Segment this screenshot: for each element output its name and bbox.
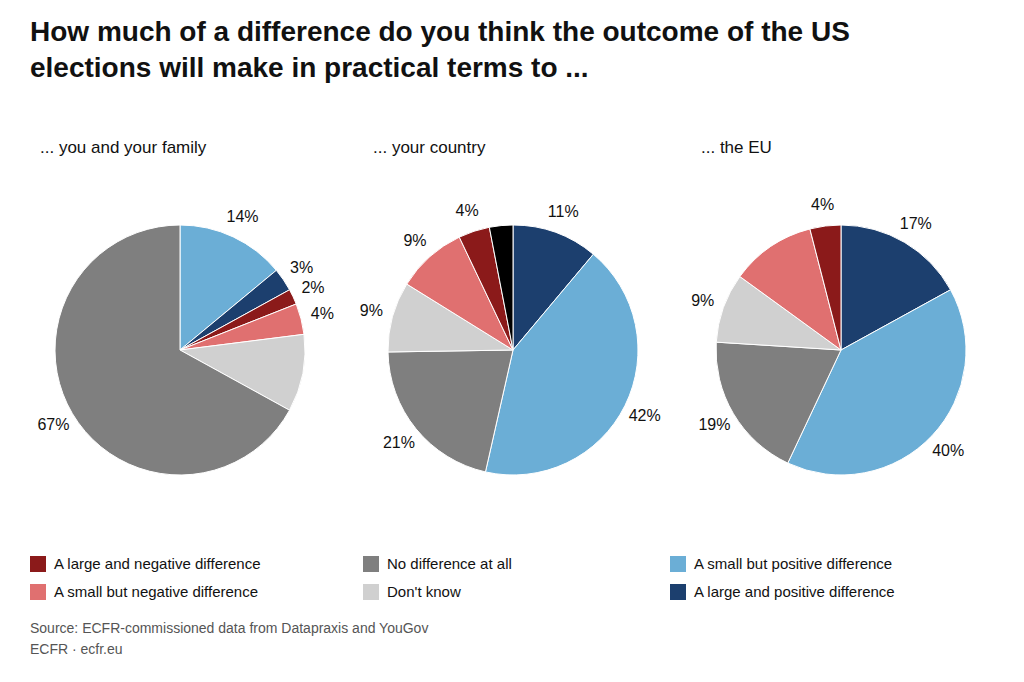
html-text:... you and your family: ... you and your family xyxy=(40,138,207,157)
svg-text:11%: 11% xyxy=(548,203,579,220)
html-text:... your country: ... your country xyxy=(373,138,486,157)
svg-text:9%: 9% xyxy=(360,302,383,319)
html-text:Don't know: Don't know xyxy=(387,583,461,600)
svg-text:9%: 9% xyxy=(403,232,426,249)
html-text:Source: ECFR-commissioned data: Source: ECFR-commissioned data from Data… xyxy=(30,620,429,657)
svg-text:14%: 14% xyxy=(227,208,259,225)
svg-text:4%: 4% xyxy=(311,305,334,322)
svg-text:21%: 21% xyxy=(383,434,415,451)
svg-text:42%: 42% xyxy=(629,407,661,424)
svg-text:17%: 17% xyxy=(900,215,932,232)
svg-text:9%: 9% xyxy=(691,292,714,309)
html-text:No difference at all: No difference at all xyxy=(387,555,512,572)
svg-text:40%: 40% xyxy=(932,442,964,459)
html-text:How much of a difference do yo: How much of a difference do you think th… xyxy=(30,16,850,84)
html-text:A small but positive differenc: A small but positive difference xyxy=(694,555,893,572)
html-text:A large and positive differenc: A large and positive difference xyxy=(694,583,895,600)
svg-text:67%: 67% xyxy=(37,416,69,433)
html-text:... the EU: ... the EU xyxy=(701,138,772,157)
svg-text:2%: 2% xyxy=(301,279,324,296)
html-text:A large and negative differenc: A large and negative difference xyxy=(54,555,261,572)
svg-text:19%: 19% xyxy=(698,416,730,433)
svg-text:4%: 4% xyxy=(811,196,834,213)
html-text:A small but negative differenc: A small but negative difference xyxy=(54,583,258,600)
svg-text:4%: 4% xyxy=(456,202,479,219)
svg-text:3%: 3% xyxy=(290,259,313,276)
